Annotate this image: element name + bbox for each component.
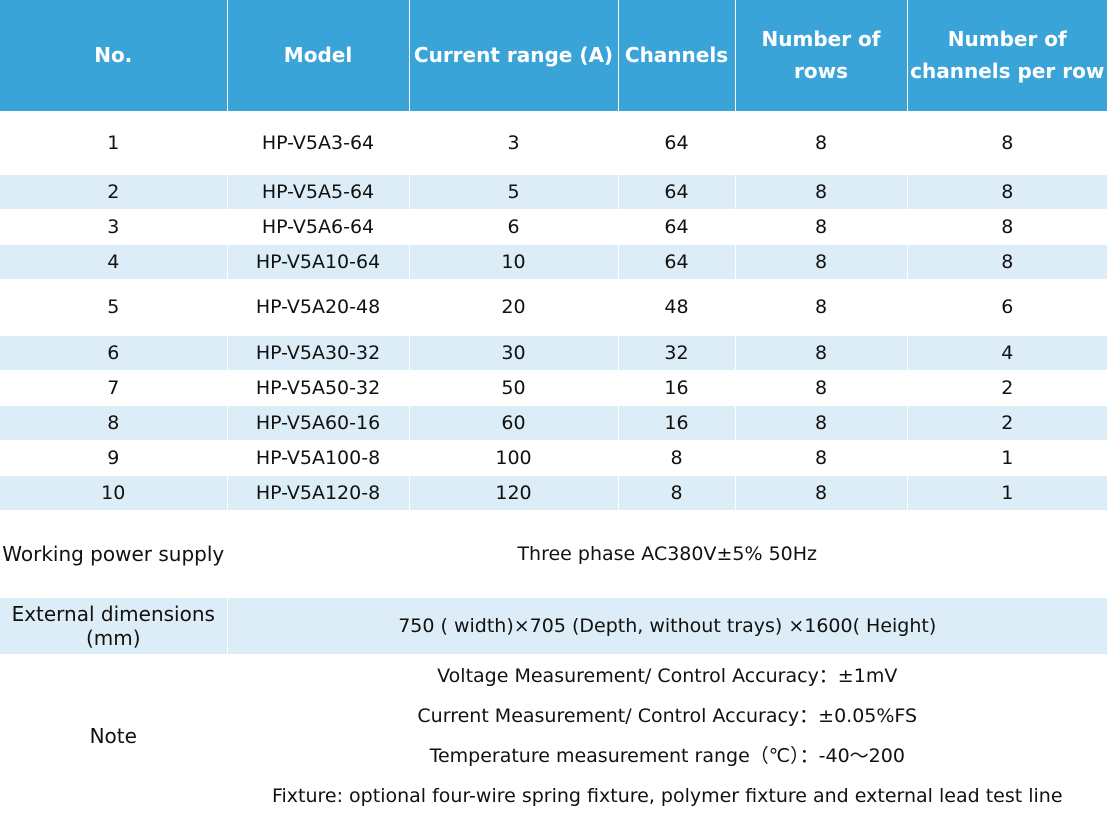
dimensions-label: External dimensions (mm) <box>0 596 228 654</box>
cell-current-range: 120 <box>409 474 619 511</box>
header-no: No. <box>0 0 228 112</box>
note-label: Note <box>0 654 228 818</box>
cell-channels: 32 <box>618 334 736 371</box>
dimensions-row: External dimensions (mm) 750 ( width)×70… <box>0 596 1107 654</box>
header-number-of-rows: Number of rows <box>735 0 908 112</box>
cell-model: HP-V5A100-8 <box>227 440 410 476</box>
cell-no: 5 <box>0 279 228 336</box>
cell-channels: 64 <box>618 209 736 245</box>
header-channels: Channels <box>618 0 736 112</box>
cell-model: HP-V5A10-64 <box>227 243 410 280</box>
cell-current-range: 5 <box>409 173 619 210</box>
cell-no: 8 <box>0 404 228 441</box>
cell-no: 2 <box>0 173 228 210</box>
note-row: Note Voltage Measurement/ Control Accura… <box>0 654 1107 818</box>
power-supply-label: Working power supply <box>0 510 228 597</box>
cell-channels-per-row: 8 <box>907 111 1107 175</box>
note-line-fixture: Fixture: optional four-wire spring fixtu… <box>271 785 1063 807</box>
cell-model: HP-V5A50-32 <box>227 370 410 406</box>
cell-rows: 8 <box>735 111 908 175</box>
cell-rows: 8 <box>735 209 908 245</box>
table-row: 9 HP-V5A100-8 100 8 8 1 <box>0 440 1107 476</box>
note-lines: Voltage Measurement/ Control Accuracy：±1… <box>228 656 1107 816</box>
cell-channels-per-row: 8 <box>907 209 1107 245</box>
cell-channels-per-row: 6 <box>907 279 1107 336</box>
cell-channels: 64 <box>618 173 736 210</box>
cell-current-range: 20 <box>409 279 619 336</box>
note-content: Voltage Measurement/ Control Accuracy：±1… <box>227 654 1107 818</box>
table-row: 6 HP-V5A30-32 30 32 8 4 <box>0 334 1107 371</box>
cell-channels-per-row: 2 <box>907 370 1107 406</box>
cell-channels-per-row: 1 <box>907 440 1107 476</box>
cell-channels: 8 <box>618 440 736 476</box>
cell-model: HP-V5A6-64 <box>227 209 410 245</box>
cell-channels-per-row: 1 <box>907 474 1107 511</box>
table-row: 5 HP-V5A20-48 20 48 8 6 <box>0 279 1107 336</box>
table-row: 3 HP-V5A6-64 6 64 8 8 <box>0 209 1107 245</box>
cell-channels: 64 <box>618 111 736 175</box>
note-line-temperature-range: Temperature measurement range（℃）：-40～200 <box>429 745 905 767</box>
cell-current-range: 6 <box>409 209 619 245</box>
cell-rows: 8 <box>735 279 908 336</box>
header-row: No. Model Current range (A) Channels Num… <box>0 0 1107 112</box>
cell-model: HP-V5A5-64 <box>227 173 410 210</box>
cell-current-range: 50 <box>409 370 619 406</box>
cell-current-range: 10 <box>409 243 619 280</box>
power-supply-value: Three phase AC380V±5% 50Hz <box>227 510 1107 597</box>
cell-rows: 8 <box>735 370 908 406</box>
cell-no: 10 <box>0 474 228 511</box>
cell-current-range: 60 <box>409 404 619 441</box>
cell-no: 7 <box>0 370 228 406</box>
cell-model: HP-V5A60-16 <box>227 404 410 441</box>
cell-model: HP-V5A30-32 <box>227 334 410 371</box>
cell-current-range: 100 <box>409 440 619 476</box>
cell-channels: 64 <box>618 243 736 280</box>
table-row: 2 HP-V5A5-64 5 64 8 8 <box>0 173 1107 210</box>
cell-channels: 48 <box>618 279 736 336</box>
header-channels-per-row: Number of channels per row <box>907 0 1107 112</box>
cell-no: 4 <box>0 243 228 280</box>
note-line-current-accuracy: Current Measurement/ Control Accuracy：±0… <box>417 705 918 727</box>
cell-channels: 16 <box>618 370 736 406</box>
cell-rows: 8 <box>735 440 908 476</box>
cell-model: HP-V5A3-64 <box>227 111 410 175</box>
cell-current-range: 30 <box>409 334 619 371</box>
header-model: Model <box>227 0 410 112</box>
table-row: 1 HP-V5A3-64 3 64 8 8 <box>0 111 1107 175</box>
cell-channels-per-row: 4 <box>907 334 1107 371</box>
power-supply-row: Working power supply Three phase AC380V±… <box>0 510 1107 597</box>
table-row: 7 HP-V5A50-32 50 16 8 2 <box>0 370 1107 406</box>
cell-no: 3 <box>0 209 228 245</box>
table-row: 4 HP-V5A10-64 10 64 8 8 <box>0 243 1107 280</box>
cell-channels-per-row: 8 <box>907 173 1107 210</box>
header-current-range: Current range (A) <box>409 0 619 112</box>
cell-no: 1 <box>0 111 228 175</box>
cell-no: 6 <box>0 334 228 371</box>
note-line-voltage-accuracy: Voltage Measurement/ Control Accuracy：±1… <box>437 665 898 687</box>
cell-channels: 8 <box>618 474 736 511</box>
cell-current-range: 3 <box>409 111 619 175</box>
dimensions-value: 750 ( width)×705 (Depth, without trays) … <box>227 596 1107 654</box>
cell-model: HP-V5A20-48 <box>227 279 410 336</box>
cell-rows: 8 <box>735 334 908 371</box>
cell-rows: 8 <box>735 404 908 441</box>
cell-rows: 8 <box>735 243 908 280</box>
cell-model: HP-V5A120-8 <box>227 474 410 511</box>
table-row: 8 HP-V5A60-16 60 16 8 2 <box>0 404 1107 441</box>
table-row: 10 HP-V5A120-8 120 8 8 1 <box>0 474 1107 511</box>
cell-channels-per-row: 2 <box>907 404 1107 441</box>
cell-no: 9 <box>0 440 228 476</box>
cell-rows: 8 <box>735 173 908 210</box>
cell-channels: 16 <box>618 404 736 441</box>
cell-rows: 8 <box>735 474 908 511</box>
cell-channels-per-row: 8 <box>907 243 1107 280</box>
